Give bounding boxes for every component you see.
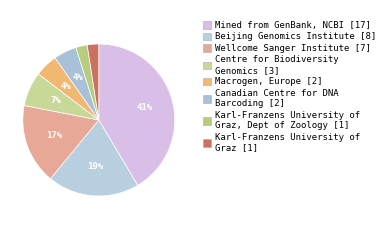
Wedge shape xyxy=(87,44,99,120)
Text: 4%: 4% xyxy=(73,73,83,82)
Wedge shape xyxy=(24,74,99,120)
Wedge shape xyxy=(76,45,99,120)
Wedge shape xyxy=(99,44,175,185)
Wedge shape xyxy=(23,106,99,179)
Text: 19%: 19% xyxy=(87,162,103,172)
Legend: Mined from GenBank, NCBI [17], Beijing Genomics Institute [8], Wellcome Sanger I: Mined from GenBank, NCBI [17], Beijing G… xyxy=(202,20,377,153)
Wedge shape xyxy=(38,58,99,120)
Text: 7%: 7% xyxy=(51,96,61,105)
Wedge shape xyxy=(55,48,99,120)
Text: 17%: 17% xyxy=(46,132,63,140)
Text: 41%: 41% xyxy=(136,103,152,112)
Text: 4%: 4% xyxy=(61,82,71,90)
Wedge shape xyxy=(51,120,138,196)
